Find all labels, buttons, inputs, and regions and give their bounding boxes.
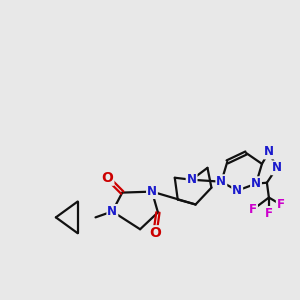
Text: N: N [272, 161, 282, 174]
Text: O: O [149, 226, 161, 240]
Text: N: N [107, 205, 117, 218]
Text: F: F [265, 207, 273, 220]
Text: N: N [232, 184, 242, 197]
Text: N: N [264, 146, 274, 158]
Text: O: O [101, 171, 113, 185]
Text: F: F [249, 203, 257, 216]
Text: N: N [187, 173, 196, 186]
Text: N: N [147, 185, 157, 198]
Text: F: F [277, 198, 285, 211]
Text: N: N [216, 175, 226, 188]
Text: N: N [251, 177, 261, 190]
